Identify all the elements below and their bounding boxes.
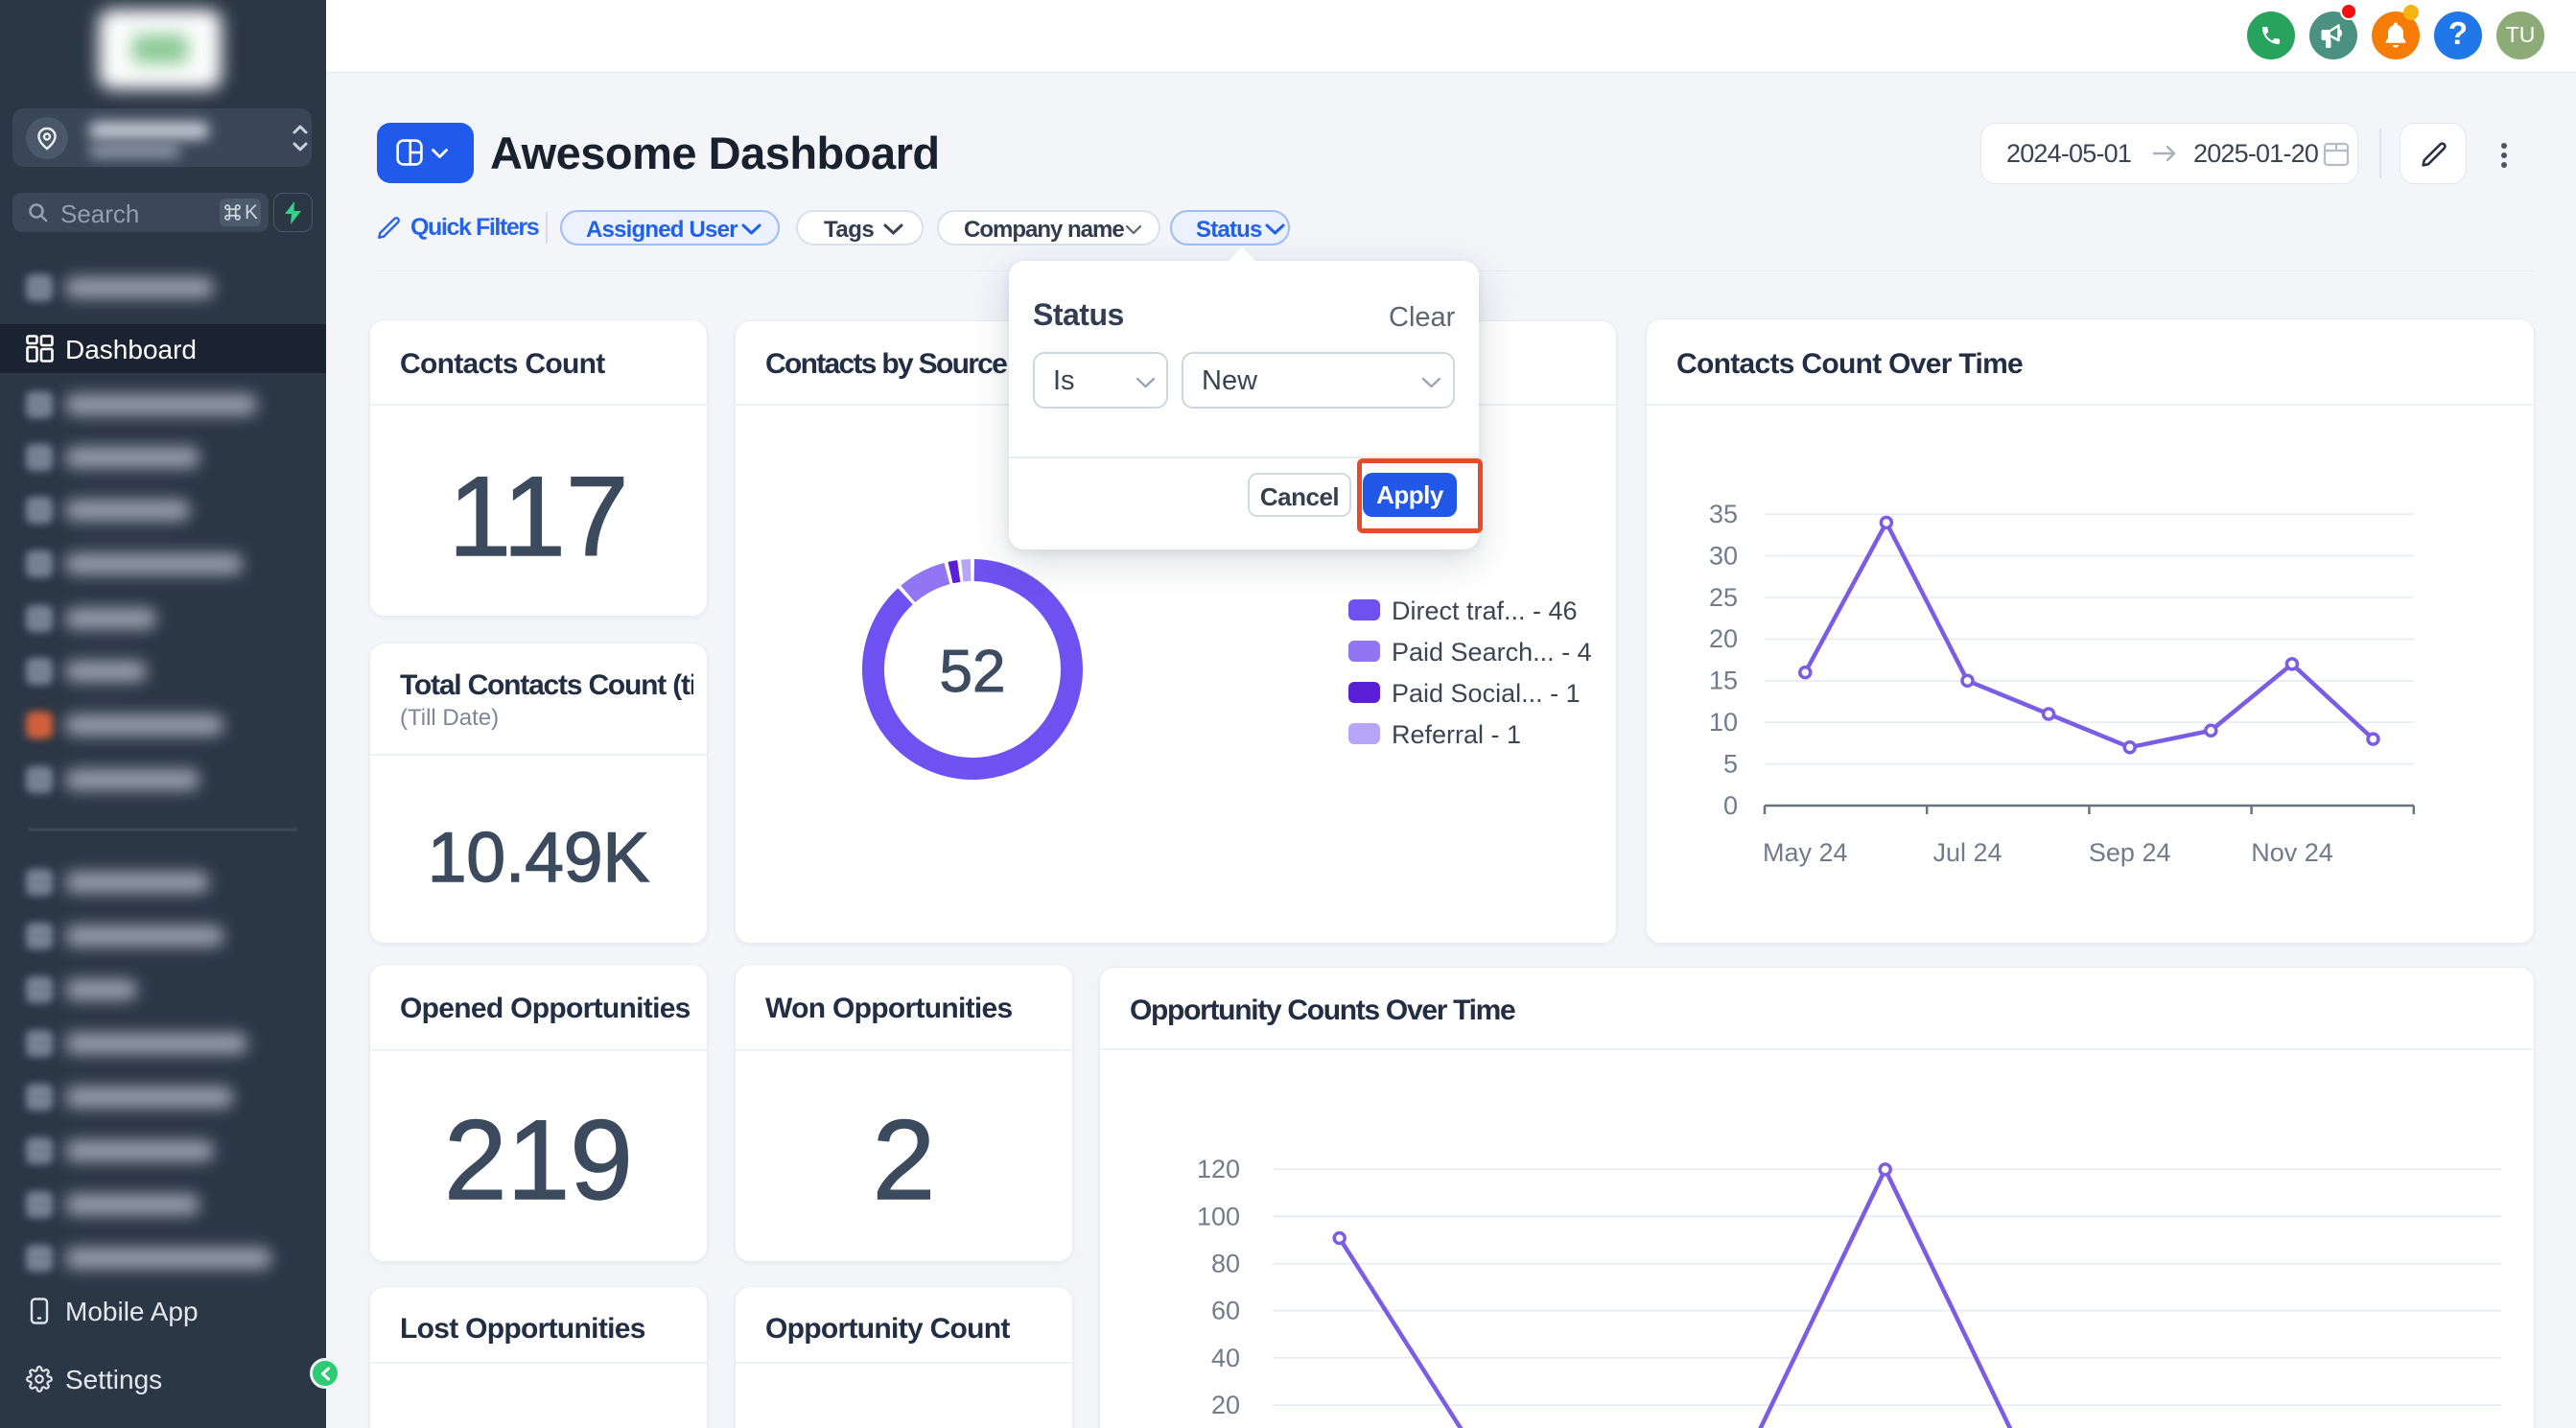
svg-text:20: 20 <box>1709 624 1738 653</box>
svg-text:25: 25 <box>1709 583 1738 612</box>
svg-text:10: 10 <box>1709 708 1738 737</box>
svg-text:5: 5 <box>1723 749 1738 778</box>
svg-text:35: 35 <box>1709 500 1738 528</box>
svg-text:Nov 24: Nov 24 <box>2251 838 2333 867</box>
svg-text:80: 80 <box>1211 1250 1240 1278</box>
svg-text:30: 30 <box>1709 541 1738 570</box>
svg-text:60: 60 <box>1211 1297 1240 1325</box>
svg-text:40: 40 <box>1211 1344 1240 1372</box>
svg-text:100: 100 <box>1197 1202 1240 1230</box>
svg-text:15: 15 <box>1709 667 1738 695</box>
svg-text:120: 120 <box>1197 1155 1240 1183</box>
svg-text:Jul 24: Jul 24 <box>1932 838 2002 867</box>
svg-text:0: 0 <box>1723 791 1738 820</box>
svg-text:20: 20 <box>1211 1391 1240 1419</box>
svg-text:May 24: May 24 <box>1763 838 1848 867</box>
svg-text:Sep 24: Sep 24 <box>2089 838 2171 867</box>
